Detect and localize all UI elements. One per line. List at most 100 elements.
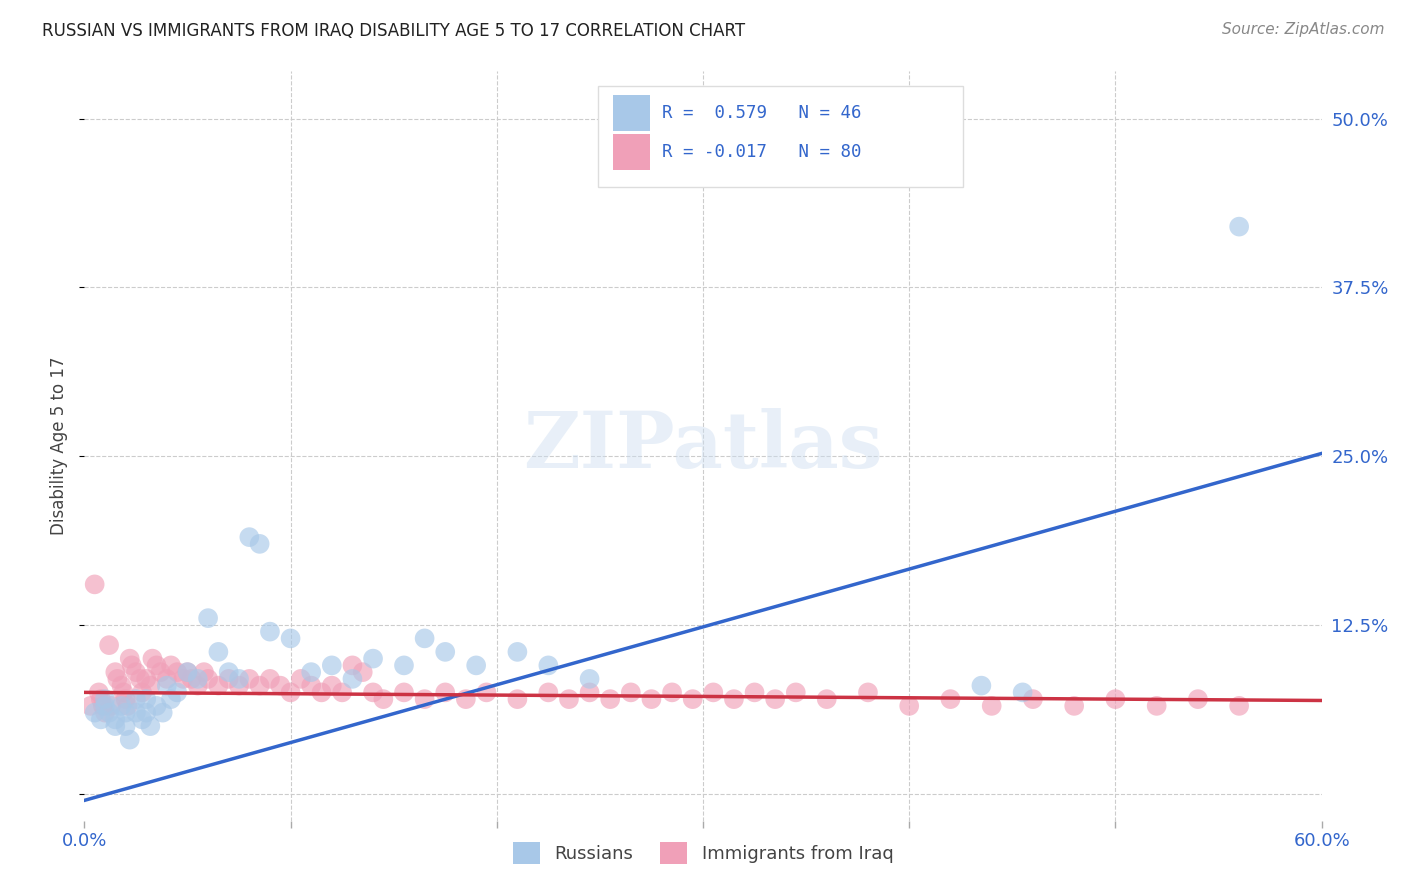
Point (187, 672, 209, 686)
Point (723, 692, 745, 706)
Point (118, 732, 141, 747)
Point (166, 685, 188, 699)
Point (361, 651, 384, 665)
Point (90, 692, 112, 706)
Point (311, 685, 333, 699)
Point (1187, 692, 1209, 706)
Point (465, 658, 488, 673)
Point (176, 665, 198, 680)
Point (135, 692, 157, 706)
Point (299, 665, 322, 680)
Point (599, 692, 621, 706)
Point (100, 698, 122, 713)
Point (342, 658, 364, 673)
Point (238, 530, 260, 544)
Point (269, 679, 291, 693)
Point (135, 706, 157, 720)
Text: Source: ZipAtlas.com: Source: ZipAtlas.com (1222, 22, 1385, 37)
Point (117, 698, 139, 713)
Point (149, 665, 172, 680)
Point (152, 706, 174, 720)
Point (682, 692, 704, 706)
Point (280, 685, 302, 699)
Point (197, 672, 219, 686)
Point (578, 672, 600, 686)
Point (506, 692, 529, 706)
Point (125, 665, 148, 680)
Text: R = -0.017   N = 80: R = -0.017 N = 80 (662, 143, 862, 161)
Point (744, 685, 766, 699)
Point (197, 611, 219, 625)
Point (299, 679, 322, 693)
Text: ZIPatlas: ZIPatlas (523, 408, 883, 484)
Point (98, 706, 121, 720)
Point (187, 679, 209, 693)
Point (112, 685, 135, 699)
Point (135, 672, 157, 686)
Point (392, 658, 415, 673)
Point (702, 685, 724, 699)
Bar (613, 135, 650, 170)
Point (125, 706, 148, 720)
Legend: Russians, Immigrants from Iraq: Russians, Immigrants from Iraq (513, 842, 893, 864)
Point (249, 679, 271, 693)
Point (207, 645, 229, 659)
Point (79, 698, 101, 713)
Point (392, 685, 415, 699)
Point (1063, 698, 1085, 713)
Point (141, 651, 163, 665)
Point (228, 672, 250, 686)
Point (321, 679, 343, 693)
Point (145, 658, 167, 673)
Y-axis label: Disability Age 5 to 17: Disability Age 5 to 17 (51, 357, 69, 535)
Point (373, 692, 395, 706)
Point (1011, 685, 1033, 699)
Point (454, 692, 477, 706)
Point (1104, 692, 1126, 706)
Point (578, 685, 600, 699)
Point (139, 719, 162, 733)
Point (156, 679, 179, 693)
Point (537, 685, 560, 699)
Point (856, 685, 879, 699)
Point (193, 665, 215, 680)
Point (207, 679, 229, 693)
Point (259, 672, 281, 686)
Point (1227, 219, 1250, 234)
FancyBboxPatch shape (598, 87, 963, 187)
Point (91, 698, 114, 713)
Point (1146, 698, 1168, 713)
Point (640, 692, 662, 706)
Point (104, 712, 127, 726)
Point (114, 706, 136, 720)
Point (90, 712, 112, 726)
Point (218, 665, 240, 680)
Point (815, 692, 838, 706)
Point (160, 658, 183, 673)
Point (785, 685, 807, 699)
Point (98, 638, 121, 652)
Point (361, 685, 384, 699)
Point (131, 685, 153, 699)
Point (83, 577, 105, 591)
Point (110, 698, 132, 713)
Point (110, 679, 132, 693)
Point (1022, 692, 1045, 706)
Point (129, 672, 152, 686)
Point (180, 672, 202, 686)
Point (939, 692, 962, 706)
Bar (613, 95, 650, 131)
Point (139, 679, 162, 693)
Point (342, 672, 364, 686)
Point (238, 672, 260, 686)
Point (506, 645, 529, 659)
Text: R =  0.579   N = 46: R = 0.579 N = 46 (662, 103, 862, 121)
Point (104, 719, 127, 733)
Point (172, 672, 194, 686)
Point (83, 706, 105, 720)
Point (156, 672, 179, 686)
Point (118, 651, 141, 665)
Point (114, 719, 136, 733)
Point (114, 692, 136, 706)
Point (94, 692, 117, 706)
